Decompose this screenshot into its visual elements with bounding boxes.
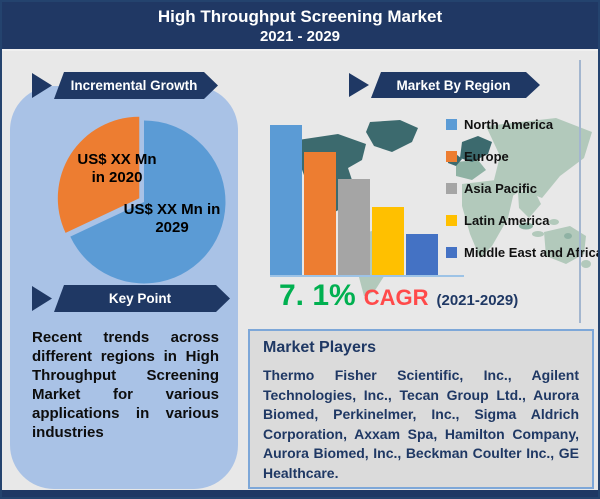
pie-slice-2029 [70, 120, 226, 284]
incremental-growth-banner-label: Incremental Growth [54, 72, 218, 99]
legend-item-middle-east-africa: Middle East and Africa [446, 245, 600, 260]
legend-label: North America [464, 117, 554, 132]
chevron-icon [32, 286, 52, 311]
incremental-growth-banner: Incremental Growth [32, 72, 218, 99]
legend-swatch-icon [446, 119, 457, 130]
bar-latin-america [372, 207, 404, 275]
legend-swatch-icon [446, 247, 457, 258]
legend-item-latin-america: Latin America [446, 213, 598, 228]
key-point-banner: Key Point [32, 285, 230, 312]
pie-label-2029-line1: US$ XX Mn in [123, 201, 221, 218]
pie-label-2029: US$ XX Mn in 2029 [118, 201, 226, 237]
legend-label: Latin America [464, 213, 550, 228]
bar-middle-east-africa [406, 234, 438, 275]
region-legend: North America Europe Asia Pacific Latin … [446, 117, 600, 278]
pie-label-2029-line2: 2029 [155, 219, 189, 236]
page-title-line2: 2021 - 2029 [259, 28, 341, 45]
pie-chart [54, 112, 234, 292]
market-players-list: Thermo Fisher Scientific, Inc., Agilent … [263, 367, 579, 481]
market-players-box: Market Players Thermo Fisher Scientific,… [248, 329, 594, 489]
right-divider-line [579, 60, 581, 323]
market-by-region-banner-label: Market By Region [371, 72, 540, 98]
pie-slice-2020 [57, 116, 140, 233]
pie-label-2020: US$ XX Mn in 2020 [59, 151, 175, 187]
pie-label-2020-line2: in 2020 [91, 169, 143, 186]
page-title-line1: High Throughput Screening Market [157, 7, 443, 26]
bar-north-america [270, 125, 302, 275]
cagr-period: (2021-2029) [436, 292, 519, 309]
market-players-title: Market Players [263, 339, 376, 356]
legend-label: Middle East and Africa [464, 245, 600, 260]
legend-item-europe: Europe [446, 149, 598, 164]
pie-label-2020-line1: US$ XX Mn [77, 151, 157, 168]
page-header: High Throughput Screening Market 2021 - … [2, 2, 598, 51]
chevron-icon [32, 73, 52, 98]
cagr-callout: 7. 1% CAGR (2021-2029) [279, 279, 518, 313]
legend-label: Asia Pacific [464, 181, 537, 196]
bar-asia-pacific [338, 179, 370, 275]
legend-swatch-icon [446, 183, 457, 194]
bottom-accent-bar [2, 490, 598, 497]
region-bar-chart [270, 123, 464, 277]
legend-swatch-icon [446, 151, 457, 162]
pie-chart-svg [57, 116, 226, 284]
cagr-label: CAGR [363, 285, 429, 310]
key-point-banner-label: Key Point [54, 285, 230, 312]
legend-item-north-america: North America [446, 117, 598, 132]
market-by-region-banner: Market By Region [349, 72, 540, 98]
cagr-value: 7. 1% [279, 279, 356, 312]
key-point-text: Recent trends across different regions i… [32, 329, 219, 441]
legend-label: Europe [464, 149, 509, 164]
bar-europe [304, 152, 336, 275]
legend-item-asia-pacific: Asia Pacific [446, 181, 598, 196]
chevron-icon [349, 73, 369, 97]
legend-swatch-icon [446, 215, 457, 226]
